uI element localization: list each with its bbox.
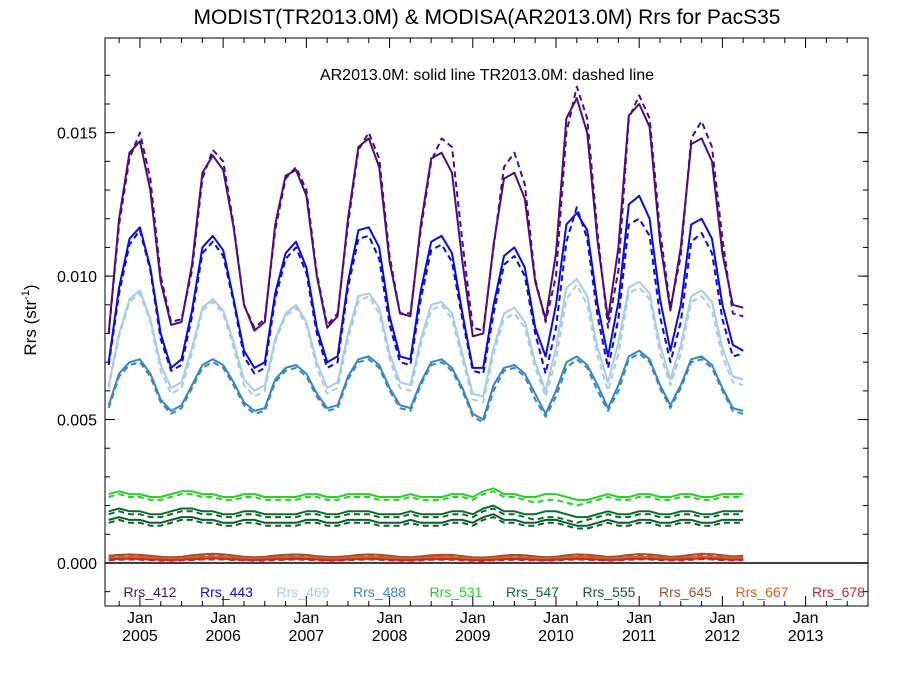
x-tick-label-month: Jan <box>293 610 319 627</box>
series-line-rrs-667-solid <box>108 555 744 560</box>
series-line-rrs-678-dashed <box>108 558 744 562</box>
series-line-rrs-555-dashed <box>108 516 744 530</box>
series-line-rrs-488-dashed <box>107 352 744 424</box>
axes: 0.0000.0050.0100.015Jan2005Jan2006Jan200… <box>57 37 869 645</box>
series-line-rrs-412-solid <box>107 97 744 338</box>
y-tick-label: 0.010 <box>57 269 97 286</box>
legend-item-rrs-667: Rrs_667 <box>736 584 789 600</box>
legend-item-rrs-488: Rrs_488 <box>353 584 406 600</box>
y-tick-label: 0.000 <box>57 556 97 573</box>
y-axis-label-tail: ) <box>21 284 40 290</box>
x-tick-label-month: Jan <box>127 610 153 627</box>
x-tick-label-year: 2005 <box>122 628 158 645</box>
plot-area <box>105 85 868 564</box>
series-line-rrs-469-dashed <box>107 283 744 404</box>
legend-item-rrs-469: Rrs_469 <box>277 584 330 600</box>
legend-item-rrs-412: Rrs_412 <box>124 584 177 600</box>
x-tick-label-month: Jan <box>626 610 652 627</box>
series-line-rrs-443-solid <box>107 194 744 369</box>
x-tick-label-year: 2011 <box>622 628 657 645</box>
series-line-rrs-555-solid <box>108 513 744 527</box>
x-tick-label-month: Jan <box>793 610 819 627</box>
series-line-rrs-488-solid <box>107 349 744 421</box>
x-tick-label-month: Jan <box>377 610 403 627</box>
plot-frame <box>104 37 869 607</box>
legend-item-rrs-678: Rrs_678 <box>812 584 865 600</box>
y-axis-label: Rrs (str-1) <box>20 284 40 355</box>
legend-item-rrs-555: Rrs_555 <box>583 584 636 600</box>
series-line-rrs-531-solid <box>108 487 744 501</box>
series-line-rrs-469-solid <box>107 278 744 398</box>
y-axis-label-exponent: -1 <box>20 290 32 300</box>
svg-text:Rrs (str-1): Rrs (str-1) <box>20 284 40 355</box>
x-tick-label-month: Jan <box>709 610 735 627</box>
series-line-rrs-531-dashed <box>108 490 744 507</box>
x-tick-label-year: 2010 <box>538 628 574 645</box>
series-line-rrs-678-solid <box>108 557 744 562</box>
series-line-rrs-547-dashed <box>108 507 744 524</box>
series-line-rrs-645-dashed <box>108 553 744 560</box>
x-tick-label-year: 2006 <box>205 628 241 645</box>
series-line-rrs-547-solid <box>108 504 744 519</box>
x-tick-label-month: Jan <box>210 610 236 627</box>
legend-item-rrs-547: Rrs_547 <box>506 584 559 600</box>
series-line-rrs-412-dashed <box>107 85 744 334</box>
chart-title: MODIST(TR2013.0M) & MODISA(AR2013.0M) Rr… <box>194 6 781 29</box>
legend: Rrs_412 Rrs_443 Rrs_469 Rrs_488 Rrs_531 Rrs_5… <box>124 584 866 600</box>
x-tick-label-year: 2008 <box>372 628 408 645</box>
x-tick-label-year: 2009 <box>455 628 491 645</box>
x-tick-label-month: Jan <box>460 610 486 627</box>
x-tick-label-year: 2012 <box>705 628 741 645</box>
x-tick-label-month: Jan <box>543 610 569 627</box>
y-tick-label: 0.005 <box>57 413 97 430</box>
series-line-rrs-443-dashed <box>107 206 744 375</box>
x-tick-label-year: 2013 <box>788 628 824 645</box>
legend-item-rrs-531: Rrs_531 <box>430 584 483 600</box>
legend-item-rrs-443: Rrs_443 <box>200 584 253 600</box>
y-tick-label: 0.015 <box>57 126 97 143</box>
legend-item-rrs-645: Rrs_645 <box>659 584 712 600</box>
x-tick-label-year: 2007 <box>289 628 325 645</box>
y-axis-label-main: Rrs (str <box>21 300 40 356</box>
chart-subtitle: AR2013.0M: solid line TR2013.0M: dashed … <box>320 67 654 84</box>
